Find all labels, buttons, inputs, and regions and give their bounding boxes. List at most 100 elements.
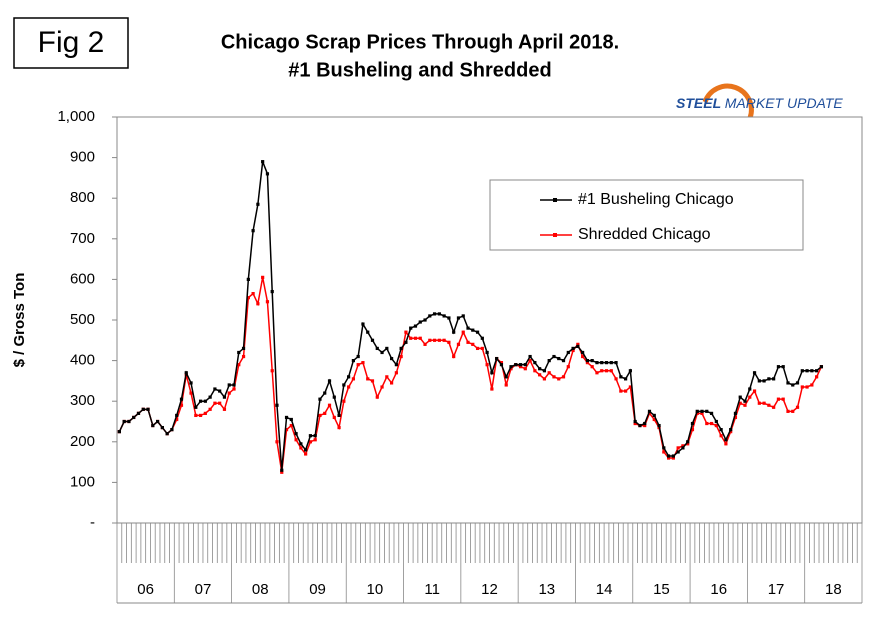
- point: [776, 397, 781, 401]
- point: [184, 371, 188, 375]
- point: [647, 409, 652, 413]
- point: [461, 330, 465, 334]
- point: [179, 403, 184, 407]
- point: [323, 391, 327, 395]
- y-tick-label: 800: [70, 189, 95, 206]
- point: [337, 413, 341, 418]
- point: [475, 346, 480, 351]
- point: [284, 428, 289, 432]
- badge-box: [13, 17, 129, 69]
- point: [705, 409, 709, 413]
- point: [413, 336, 418, 340]
- point: [538, 367, 542, 371]
- point: [194, 405, 198, 409]
- point: [361, 361, 365, 365]
- point: [261, 275, 265, 279]
- point: [404, 330, 408, 334]
- point: [313, 434, 317, 438]
- point: [733, 411, 738, 415]
- point: [375, 346, 379, 351]
- point: [576, 344, 580, 348]
- point: [327, 379, 332, 383]
- x-tick-label: 17: [768, 581, 785, 598]
- point: [399, 354, 403, 359]
- point: [633, 421, 637, 426]
- point: [514, 363, 518, 367]
- point: [528, 354, 532, 359]
- point: [509, 367, 513, 371]
- point: [179, 397, 184, 401]
- point: [304, 452, 308, 456]
- point: [175, 417, 179, 422]
- point: [767, 403, 771, 407]
- point: [557, 356, 561, 361]
- point: [690, 428, 695, 432]
- point: [332, 415, 336, 420]
- point: [695, 409, 699, 413]
- point: [752, 389, 757, 393]
- point: [504, 375, 508, 379]
- point: [452, 330, 456, 334]
- point: [724, 438, 728, 442]
- point: [662, 450, 666, 454]
- point: [643, 421, 647, 426]
- point: [748, 395, 752, 399]
- point: [327, 403, 332, 407]
- point: [280, 468, 284, 472]
- point: [375, 395, 379, 399]
- point: [624, 389, 628, 393]
- point: [155, 419, 160, 424]
- point: [208, 407, 212, 411]
- point: [399, 346, 403, 351]
- point: [246, 296, 250, 300]
- point: [676, 450, 680, 454]
- point: [523, 363, 527, 367]
- point: [361, 322, 365, 326]
- point: [356, 354, 360, 359]
- series-line: [118, 277, 823, 473]
- point: [318, 397, 322, 401]
- point: [437, 312, 441, 316]
- point: [671, 454, 675, 458]
- point: [686, 440, 690, 444]
- point: [772, 405, 776, 409]
- point: [351, 377, 355, 381]
- point: [604, 361, 609, 365]
- point: [705, 421, 709, 426]
- point: [385, 375, 389, 379]
- point: [189, 391, 193, 395]
- point: [662, 446, 666, 450]
- point: [781, 397, 785, 401]
- point: [757, 379, 761, 383]
- point: [805, 385, 809, 389]
- point: [581, 354, 585, 359]
- point: [447, 316, 451, 320]
- point: [619, 375, 623, 379]
- point: [347, 375, 351, 379]
- point: [208, 395, 212, 399]
- point: [681, 444, 685, 448]
- point: [795, 381, 800, 385]
- point: [700, 409, 704, 413]
- point: [442, 314, 446, 318]
- point: [743, 403, 747, 407]
- point: [729, 430, 733, 434]
- y-tick-label: 400: [70, 352, 95, 369]
- point: [160, 425, 164, 430]
- y-axis-label: $ / Gross Ton: [11, 273, 28, 368]
- point: [203, 399, 207, 403]
- point: [452, 354, 456, 359]
- point: [432, 338, 437, 342]
- point: [370, 338, 375, 342]
- x-tick-label: 14: [596, 581, 613, 598]
- point: [676, 446, 680, 450]
- point: [499, 361, 504, 365]
- point: [509, 365, 513, 369]
- point: [299, 446, 303, 450]
- point: [557, 377, 561, 381]
- point: [614, 361, 618, 365]
- point: [495, 356, 499, 361]
- point: [561, 359, 566, 363]
- badge: Fig 2: [38, 26, 105, 59]
- point: [241, 354, 246, 359]
